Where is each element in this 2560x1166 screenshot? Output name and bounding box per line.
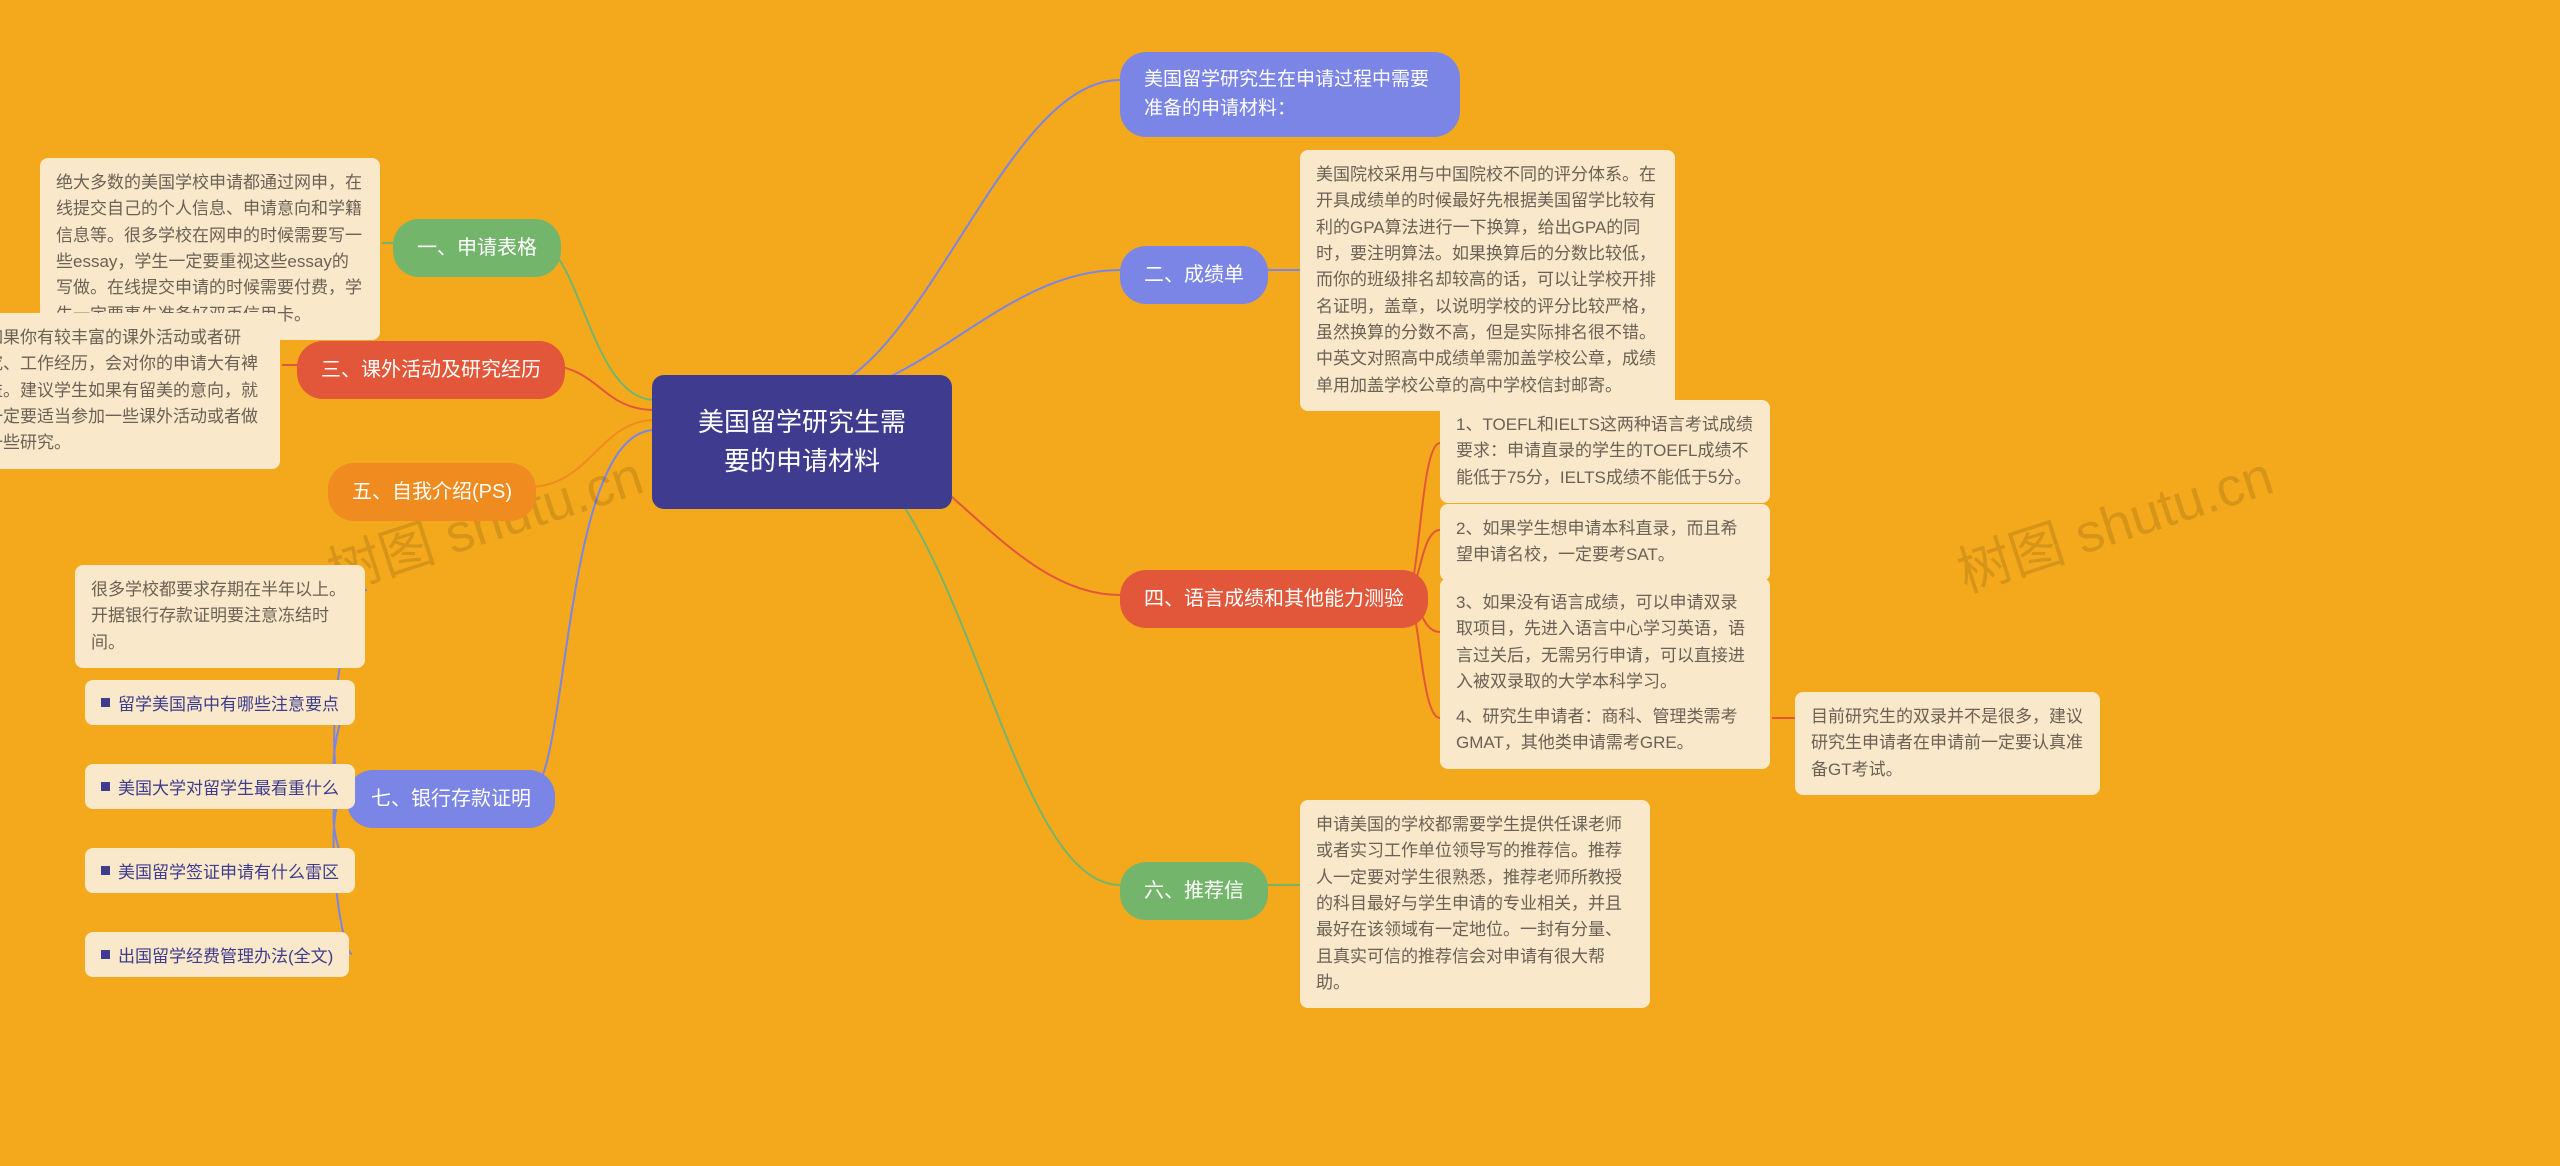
- link-label: 美国留学签证申请有什么雷区: [118, 858, 339, 883]
- detail-2: 美国院校采用与中国院校不同的评分体系。在开具成绩单的时候最好先根据美国留学比较有…: [1300, 150, 1675, 411]
- link-label: 出国留学经费管理办法(全文): [118, 942, 333, 967]
- node-7-bank-statement[interactable]: 七、银行存款证明: [347, 770, 555, 828]
- detail-4b: 2、如果学生想申请本科直录，而且希望申请名校，一定要考SAT。: [1440, 504, 1770, 581]
- bullet-icon: [101, 698, 110, 707]
- detail-4c: 3、如果没有语言成绩，可以申请双录取项目，先进入语言中心学习英语，语言过关后，无…: [1440, 578, 1770, 707]
- detail-3: 如果你有较丰富的课外活动或者研究、工作经历，会对你的申请大有裨益。建议学生如果有…: [0, 313, 280, 469]
- link-item-2[interactable]: 美国大学对留学生最看重什么: [85, 764, 355, 809]
- node-1-application-forms[interactable]: 一、申请表格: [393, 219, 561, 277]
- bullet-icon: [101, 782, 110, 791]
- node-2-transcript[interactable]: 二、成绩单: [1120, 246, 1268, 304]
- node-intro[interactable]: 美国留学研究生在申请过程中需要准备的申请材料：: [1120, 52, 1460, 137]
- link-item-3[interactable]: 美国留学签证申请有什么雷区: [85, 848, 355, 893]
- link-label: 留学美国高中有哪些注意要点: [118, 690, 339, 715]
- detail-4d: 4、研究生申请者：商科、管理类需考GMAT，其他类申请需考GRE。: [1440, 692, 1770, 769]
- node-3-activities[interactable]: 三、课外活动及研究经历: [297, 341, 565, 399]
- detail-6: 申请美国的学校都需要学生提供任课老师或者实习工作单位领导写的推荐信。推荐人一定要…: [1300, 800, 1650, 1008]
- watermark-2: 树图 shutu.cn: [1946, 431, 2282, 607]
- bullet-icon: [101, 950, 110, 959]
- center-node[interactable]: 美国留学研究生需要的申请材料: [652, 375, 952, 509]
- link-label: 美国大学对留学生最看重什么: [118, 774, 339, 799]
- node-4-language-tests[interactable]: 四、语言成绩和其他能力测验: [1120, 570, 1428, 628]
- link-item-1[interactable]: 留学美国高中有哪些注意要点: [85, 680, 355, 725]
- bullet-icon: [101, 866, 110, 875]
- node-5-personal-statement[interactable]: 五、自我介绍(PS): [328, 463, 536, 521]
- detail-4a: 1、TOEFL和IELTS这两种语言考试成绩要求：申请直录的学生的TOEFL成绩…: [1440, 400, 1770, 503]
- detail-7: 很多学校都要求存期在半年以上。开据银行存款证明要注意冻结时间。: [75, 565, 365, 668]
- node-6-recommendation[interactable]: 六、推荐信: [1120, 862, 1268, 920]
- detail-4e: 目前研究生的双录并不是很多，建议研究生申请者在申请前一定要认真准备GT考试。: [1795, 692, 2100, 795]
- link-item-4[interactable]: 出国留学经费管理办法(全文): [85, 932, 349, 977]
